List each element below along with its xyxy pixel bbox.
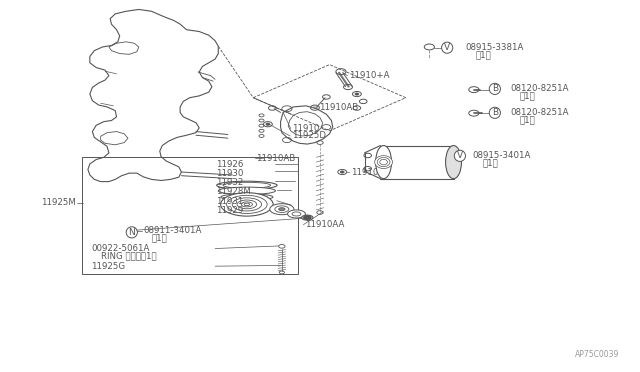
Ellipse shape xyxy=(275,206,289,212)
Ellipse shape xyxy=(374,155,392,169)
Circle shape xyxy=(266,123,270,125)
Ellipse shape xyxy=(223,182,271,188)
Circle shape xyxy=(340,171,344,173)
Ellipse shape xyxy=(287,210,305,218)
Ellipse shape xyxy=(221,194,273,201)
Ellipse shape xyxy=(221,193,273,216)
Text: V: V xyxy=(444,43,450,52)
Text: RING リング（1）: RING リング（1） xyxy=(100,251,156,260)
Text: 11926: 11926 xyxy=(216,160,243,169)
Ellipse shape xyxy=(270,203,294,215)
Text: AP75C0039: AP75C0039 xyxy=(575,350,619,359)
Ellipse shape xyxy=(227,195,267,214)
Ellipse shape xyxy=(217,181,277,189)
Text: 11925D: 11925D xyxy=(292,131,326,141)
Ellipse shape xyxy=(241,202,252,207)
Text: N: N xyxy=(129,228,135,237)
Text: 11910AA: 11910AA xyxy=(305,220,344,229)
Text: （1）: （1） xyxy=(520,92,536,100)
Text: 08915-3401A: 08915-3401A xyxy=(472,151,531,160)
Text: B: B xyxy=(492,84,498,93)
Ellipse shape xyxy=(380,159,387,165)
Text: 11910AB: 11910AB xyxy=(319,103,358,112)
Ellipse shape xyxy=(301,215,313,220)
Text: 11910+A: 11910+A xyxy=(349,71,390,80)
Text: 11929: 11929 xyxy=(216,206,243,215)
Text: 08915-3381A: 08915-3381A xyxy=(465,43,524,52)
Text: 11910: 11910 xyxy=(292,124,319,133)
Ellipse shape xyxy=(237,200,257,209)
Text: 08120-8251A: 08120-8251A xyxy=(511,108,569,117)
Text: 00922-5061A: 00922-5061A xyxy=(91,244,150,253)
Circle shape xyxy=(355,93,359,95)
Ellipse shape xyxy=(445,145,461,179)
Text: （1）: （1） xyxy=(520,115,536,124)
Text: 08911-3401A: 08911-3401A xyxy=(143,227,202,235)
Text: B: B xyxy=(492,108,498,117)
Text: 11931: 11931 xyxy=(216,197,243,206)
Circle shape xyxy=(303,215,311,220)
Bar xyxy=(81,157,298,274)
Ellipse shape xyxy=(244,203,250,206)
Ellipse shape xyxy=(218,187,275,195)
Text: 11910A: 11910A xyxy=(351,167,384,177)
Ellipse shape xyxy=(377,157,390,167)
Text: 11932: 11932 xyxy=(216,178,243,187)
Text: 11925G: 11925G xyxy=(91,262,125,271)
Text: 11925M: 11925M xyxy=(42,198,76,207)
Text: 11910AB: 11910AB xyxy=(257,154,296,163)
Text: 11930: 11930 xyxy=(216,169,243,177)
Ellipse shape xyxy=(232,198,262,211)
Ellipse shape xyxy=(292,212,301,216)
Text: （1）: （1） xyxy=(475,51,491,60)
Text: V: V xyxy=(457,151,463,160)
Ellipse shape xyxy=(278,208,285,211)
Text: （1）: （1） xyxy=(483,158,499,167)
Text: 11928M: 11928M xyxy=(216,187,251,196)
Ellipse shape xyxy=(376,145,392,179)
Text: （1）: （1） xyxy=(152,234,167,243)
Text: 08120-8251A: 08120-8251A xyxy=(511,84,569,93)
